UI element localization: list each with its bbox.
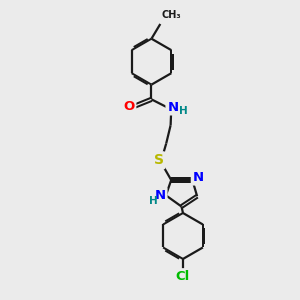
Text: H: H bbox=[178, 106, 188, 116]
Text: S: S bbox=[154, 153, 164, 167]
Text: CH₃: CH₃ bbox=[162, 11, 182, 20]
Text: H: H bbox=[148, 196, 157, 206]
Text: Cl: Cl bbox=[176, 270, 190, 283]
Text: N: N bbox=[193, 171, 204, 184]
Text: N: N bbox=[167, 100, 178, 113]
Text: N: N bbox=[154, 189, 166, 202]
Text: O: O bbox=[123, 100, 134, 113]
